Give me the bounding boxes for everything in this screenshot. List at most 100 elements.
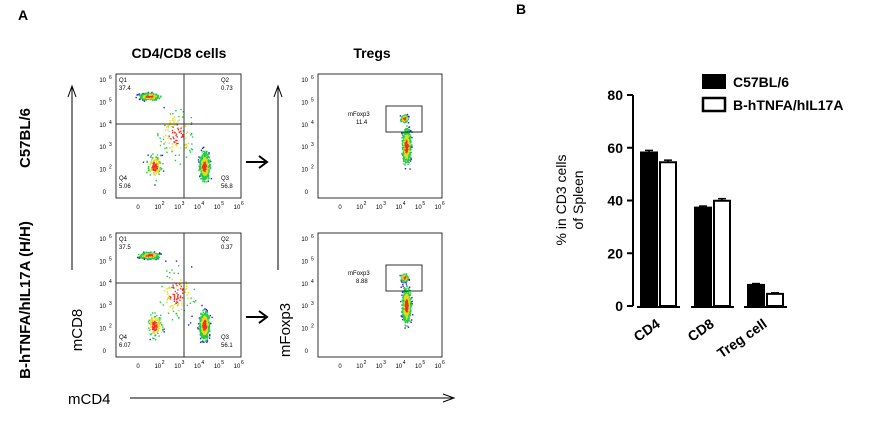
event-dot xyxy=(198,165,200,167)
event-dot xyxy=(168,130,170,133)
event-dot xyxy=(155,170,157,172)
event-dot xyxy=(152,153,154,155)
event-dot xyxy=(203,318,205,320)
event-dot xyxy=(405,278,407,280)
event-dot xyxy=(409,156,411,159)
event-dot xyxy=(205,159,207,162)
x-tick-label: 0 xyxy=(136,205,140,211)
event-dot xyxy=(151,93,154,96)
event-dot xyxy=(177,127,179,130)
event-dot xyxy=(148,95,151,98)
event-dot xyxy=(402,274,404,276)
event-dot xyxy=(403,311,405,313)
event-dot xyxy=(401,299,403,301)
event-dot xyxy=(166,301,168,303)
event-dot xyxy=(206,341,208,343)
event-dot xyxy=(201,169,203,171)
event-dot xyxy=(170,296,172,298)
y-tick-label: 10 xyxy=(301,259,308,265)
event-dot xyxy=(184,125,187,128)
event-dot xyxy=(205,165,207,167)
event-dot xyxy=(201,314,204,316)
event-dot xyxy=(402,120,404,123)
event-dot xyxy=(152,253,154,255)
event-dot xyxy=(407,278,409,280)
event-dot xyxy=(401,316,403,318)
event-dot xyxy=(174,132,176,134)
y-tick-exponent: 3 xyxy=(109,301,112,307)
event-dot xyxy=(203,163,206,165)
event-dot xyxy=(202,311,204,314)
event-dot xyxy=(154,329,157,331)
event-dot xyxy=(404,320,406,322)
event-dot xyxy=(404,327,406,329)
event-dot xyxy=(145,95,147,97)
event-dot xyxy=(154,326,156,329)
event-dot xyxy=(402,277,404,280)
event-dot xyxy=(140,254,142,256)
q1-value: 37.5 xyxy=(119,245,131,251)
event-dot xyxy=(203,336,205,338)
event-dot xyxy=(209,161,211,163)
event-dot xyxy=(203,166,205,168)
event-dot xyxy=(159,325,161,328)
event-dot xyxy=(181,126,183,128)
event-dot xyxy=(403,295,405,297)
x-tick-label: 10 xyxy=(395,205,402,211)
event-dot xyxy=(402,151,404,153)
event-dot xyxy=(408,308,410,311)
event-dot xyxy=(201,324,203,326)
x-tick-label: 10 xyxy=(194,205,201,211)
event-dot xyxy=(166,291,168,293)
event-dot xyxy=(181,289,184,292)
event-dot xyxy=(155,93,157,95)
event-dot xyxy=(406,322,409,324)
event-dot xyxy=(401,318,404,321)
event-dot xyxy=(181,302,183,304)
event-dot xyxy=(180,132,182,135)
event-dot xyxy=(204,329,206,331)
event-dot xyxy=(406,150,408,152)
arrow-bottom xyxy=(246,310,269,324)
legend-swatch-humanized xyxy=(701,96,727,113)
event-dot xyxy=(410,297,412,300)
event-dot xyxy=(178,317,180,319)
event-dot xyxy=(189,302,192,304)
event-dot xyxy=(210,160,212,163)
event-dot xyxy=(206,328,209,330)
event-dot xyxy=(150,162,152,165)
event-dot xyxy=(189,149,191,152)
event-dot xyxy=(403,310,406,312)
event-dot xyxy=(173,124,175,126)
event-dot xyxy=(206,324,208,326)
event-dot xyxy=(404,146,407,148)
event-dot xyxy=(145,257,147,259)
event-dot xyxy=(406,125,408,127)
event-dot xyxy=(204,164,206,166)
x-tick-label: 10 xyxy=(194,364,201,370)
event-dot xyxy=(406,161,408,164)
cd4-cd8-title: CD4/CD8 cells xyxy=(132,45,227,61)
event-dot xyxy=(202,339,204,342)
event-dot xyxy=(403,293,405,296)
event-dot xyxy=(401,139,404,142)
y-tick-label: 10 xyxy=(301,237,308,243)
event-dot xyxy=(201,335,203,338)
event-dot xyxy=(162,326,164,328)
event-dot xyxy=(201,161,204,163)
x-tick-exponent: 5 xyxy=(221,201,224,207)
event-dot xyxy=(205,327,207,330)
event-dot xyxy=(408,147,410,149)
event-dot xyxy=(161,328,164,331)
event-dot xyxy=(405,294,407,296)
x-tick-label: 10 xyxy=(435,205,442,211)
event-dot xyxy=(143,251,145,253)
event-dot xyxy=(155,254,158,256)
event-dot xyxy=(157,327,160,329)
event-dot xyxy=(161,154,164,157)
event-dot xyxy=(410,141,412,143)
event-dot xyxy=(147,91,150,94)
event-dot xyxy=(202,326,204,329)
event-dot xyxy=(166,299,168,301)
event-dot xyxy=(403,297,405,300)
